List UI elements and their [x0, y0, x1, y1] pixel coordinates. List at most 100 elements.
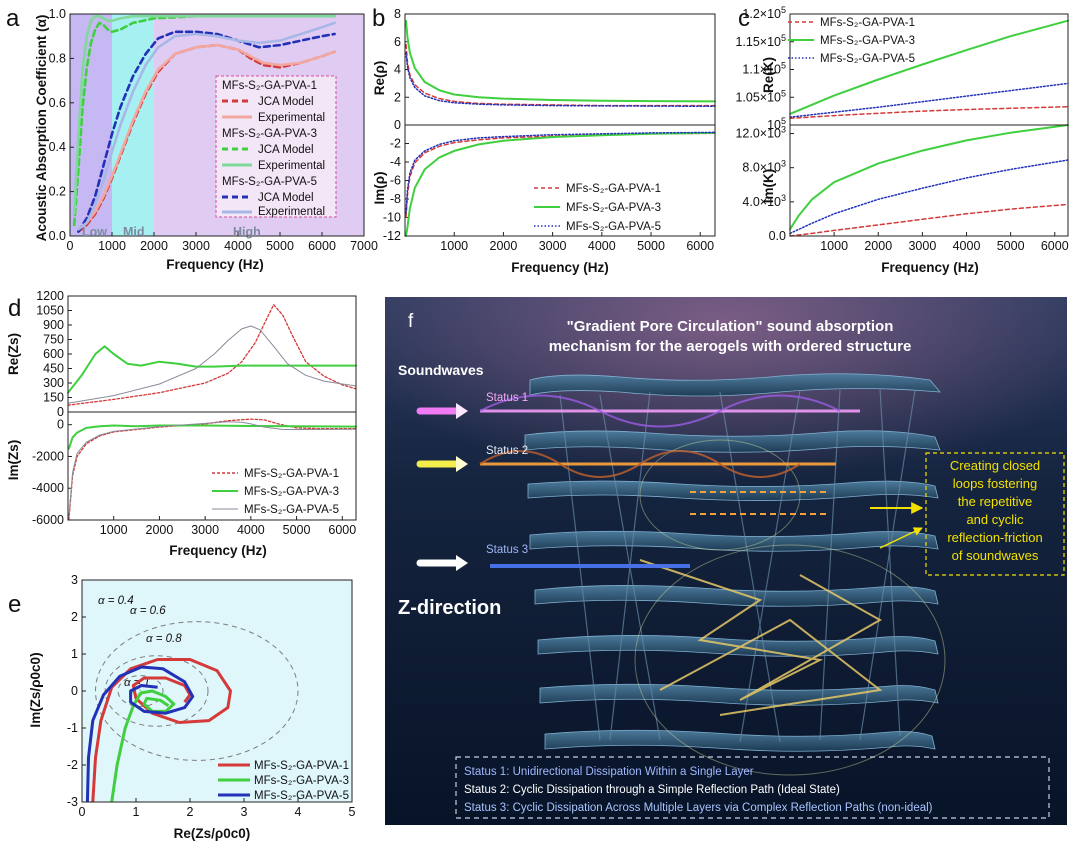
legend-c-5: MFs-S₂-GA-PVA-5: [820, 53, 915, 65]
panel-b: b 0 2 4 6 8 -12 -10 -8 -6 -4 -2 1000 2000 3000 4000 500…: [372, 5, 716, 275]
y-tick-label-d: 0: [57, 405, 64, 419]
panel-label-e: e: [8, 591, 21, 618]
plot-frame-b-plot-top: [404, 13, 716, 126]
x-tick-label-e: 1: [133, 805, 140, 819]
series-b-plot-bottom-0: [405, 132, 716, 219]
y-tick-label-c: 1.2×105: [742, 5, 786, 21]
legend-d-1: MFs-S₂-GA-PVA-1: [244, 468, 339, 480]
series-a-4: [77, 30, 336, 233]
y-tick-label-e: 1: [71, 647, 78, 661]
x-tick-label-a: 1000: [98, 239, 126, 253]
status-3-label: Status 3: [486, 544, 528, 556]
ylabel-c-top: Re(K): [761, 57, 776, 93]
x-tick-label-c-plot: 2000: [864, 239, 892, 253]
series-c-plot-bottom-2: [789, 159, 1069, 235]
y-tick-label-b: -12: [383, 229, 401, 243]
series-d-plot-top-0: [67, 304, 357, 406]
y-tick-label-c: 1.1×105: [742, 61, 786, 77]
soundwaves-label: Soundwaves: [398, 362, 484, 378]
series-c-plot-top-0: [789, 105, 1069, 120]
panel-d: d 015030045060075090010501200-6000-4000-…: [6, 289, 357, 558]
x-tick-label-a: 2000: [140, 239, 168, 253]
y-tick-label-b: -4: [390, 155, 401, 169]
x-tick-label-d-plot: 5000: [283, 523, 311, 537]
panel-c: c 1051.05×1051.1×1051.15×1051.2×1050.04.…: [735, 5, 1069, 275]
y-tick-label-d: 1200: [36, 289, 64, 303]
legend-a-group-3: MFs-S₂-GA-PVA-3: [222, 128, 317, 140]
legend-c-3: MFs-S₂-GA-PVA-3: [820, 35, 915, 47]
x-tick-label-a: 0: [67, 239, 74, 253]
panel-f: Status 1 Status 2 Status 3 f "Gradient P…: [385, 297, 1067, 825]
panel-label-b: b: [372, 5, 385, 32]
y-tick-label-d: 0: [57, 418, 64, 432]
panel-label-d: d: [8, 295, 21, 322]
y-tick-label-a: 0.0: [49, 229, 66, 243]
z-direction-label: Z-direction: [398, 597, 501, 619]
plot-frame-d-plot-bottom: [67, 411, 357, 521]
xlabel-b: Frequency (Hz): [511, 260, 609, 275]
legend-d-5: MFs-S₂-GA-PVA-5: [244, 504, 339, 516]
ylabel-d-top: Re(Zs): [6, 333, 21, 375]
callout-line-1: loops fostering: [953, 476, 1038, 491]
x-tick-label-d-plot: 3000: [191, 523, 219, 537]
ylabel-a: Acoustic Absorption Coefficient (α): [34, 15, 49, 242]
y-tick-label-e: -1: [67, 721, 78, 735]
legend-c-1: MFs-S₂-GA-PVA-1: [820, 17, 915, 29]
alpha-label-0: α = 0.4: [98, 595, 134, 607]
legend-c: MFs-S₂-GA-PVA-1 MFs-S₂-GA-PVA-3 MFs-S₂-G…: [788, 17, 915, 65]
y-tick-label-b: 4: [394, 63, 401, 77]
y-tick-label-a: 0.8: [49, 51, 66, 65]
legend-a-model-5: JCA Model: [258, 192, 314, 204]
y-tick-label-a: 0.6: [49, 96, 66, 110]
y-tick-label-e: 0: [71, 684, 78, 698]
callout-line-4: reflection-friction: [947, 530, 1042, 545]
x-tick-label-e: 4: [295, 805, 302, 819]
series-b-plot-bottom-2: [405, 131, 716, 214]
plot-frame-d-plot-top: [67, 295, 357, 413]
legend-a-exp-5: Experimental: [258, 206, 325, 218]
y-tick-label-a: 0.4: [49, 140, 66, 154]
series-a-3: [72, 14, 336, 216]
alpha-label-2: α = 0.8: [146, 633, 182, 645]
band-mid: Mid: [123, 225, 145, 239]
ylabel-b-top: Re(ρ): [372, 61, 387, 96]
x-tick-label-d-plot: 2000: [146, 523, 174, 537]
ylabel-c-bottom: Im(K): [761, 169, 776, 204]
xlabel-c: Frequency (Hz): [881, 260, 979, 275]
x-tick-label-a: 4000: [224, 239, 252, 253]
y-tick-label-d: 900: [43, 318, 64, 332]
y-tick-label-c: 1.15×105: [735, 33, 786, 49]
y-tick-label-c: 1.05×105: [735, 88, 786, 104]
x-tick-label-d-plot: 6000: [328, 523, 356, 537]
y-tick-label-e: -2: [67, 758, 78, 772]
y-tick-label-e: 3: [71, 573, 78, 587]
legend-e-3: MFs-S₂-GA-PVA-3: [254, 775, 349, 787]
x-tick-label-a: 3000: [182, 239, 210, 253]
band-low: Low: [82, 225, 107, 239]
y-tick-label-c: 0.0: [769, 229, 786, 243]
series-a-1: [77, 43, 336, 231]
x-tick-label-c-plot: 5000: [997, 239, 1025, 253]
status-2-wave: Status 2: [416, 445, 836, 515]
status-notes-box: Status 1: Unidirectional Dissipation Wit…: [455, 756, 1050, 819]
ylabel-d-bottom: Im(Zs): [6, 440, 21, 481]
legend-a-exp-3: Experimental: [258, 160, 325, 172]
y-tick-label-d: 300: [43, 376, 64, 390]
legend-b-5: MFs-S₂-GA-PVA-5: [566, 221, 661, 233]
y-tick-label-d: 150: [43, 391, 64, 405]
series-e-2: [85, 665, 195, 803]
panel-label-a: a: [6, 5, 20, 32]
x-tick-label-d-plot: 4000: [237, 523, 265, 537]
x-tick-label-e: 2: [187, 805, 194, 819]
x-tick-label-b-plot: 3000: [539, 239, 567, 253]
y-tick-label-c: 8.0×103: [742, 159, 786, 175]
y-tick-label-e: -3: [67, 795, 78, 809]
legend-b-3: MFs-S₂-GA-PVA-3: [566, 202, 661, 214]
mechanism-title-line1: "Gradient Pore Circulation" sound absorp…: [567, 318, 894, 335]
legend-b: MFs-S₂-GA-PVA-1 MFs-S₂-GA-PVA-3 MFs-S₂-G…: [534, 183, 661, 233]
y-tick-label-d: 750: [43, 333, 64, 347]
x-tick-label-a: 5000: [266, 239, 294, 253]
series-c-plot-top-1: [789, 19, 1069, 115]
plot-bg-e: [82, 580, 352, 802]
